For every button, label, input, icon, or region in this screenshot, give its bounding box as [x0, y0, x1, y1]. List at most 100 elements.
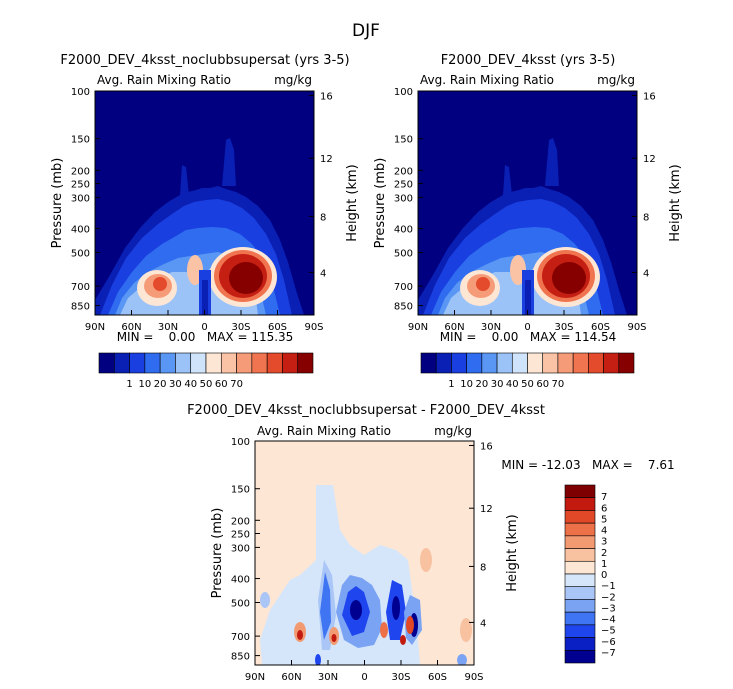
diff-colorbar-swatch [564, 637, 596, 651]
left-ytick-label: 250 [71, 180, 90, 191]
left-colorbar-swatch [266, 352, 283, 374]
diff-xtick-label: 90N [245, 672, 265, 683]
left-ytick-label: 500 [71, 249, 90, 260]
right-ytick-label: 100 [394, 87, 413, 98]
right-colorbar-swatch [481, 352, 498, 374]
diff-colorbar-swatch [564, 548, 596, 562]
right-xtick-label: 30N [481, 322, 501, 333]
right-xtick-label: 60N [444, 322, 464, 333]
left-colorbar-swatch [205, 352, 222, 374]
diff-colorbar-label: 2 [601, 548, 607, 559]
diff-colorbar-label: 3 [601, 537, 607, 548]
figure-title: DJF [352, 21, 380, 41]
left-colorbar-swatch [297, 352, 314, 374]
left-ytick-label: 700 [71, 282, 90, 293]
diff-colorbar-swatch [564, 560, 596, 575]
left-colorbar-swatch [282, 352, 299, 374]
right-colorbar-swatch [466, 352, 483, 374]
diff-xtick-label: 0 [361, 672, 367, 683]
right-colorbar-swatch [435, 352, 452, 374]
left-y2tick-label: 12 [320, 154, 333, 165]
diff-colorbar-label: −4 [601, 615, 616, 626]
diff-colorbar-swatch [564, 510, 596, 524]
left-colorbar-label: 20 [154, 379, 167, 390]
panel-left-variable: Avg. Rain Mixing Ratio [97, 73, 231, 87]
panel-right-ylabel: Pressure (mb) [373, 158, 388, 249]
diff-y2tick-label: 8 [480, 562, 486, 573]
diff-ytick-label: 700 [231, 632, 250, 643]
panel-right-heatmap [418, 91, 637, 315]
right-xtick-label: 30S [554, 322, 573, 333]
right-ytick-label: 150 [394, 135, 413, 146]
left-colorbar-label: 30 [169, 379, 182, 390]
right-ytick-label: 200 [394, 166, 413, 177]
right-xtick-label: 90S [627, 322, 646, 333]
right-colorbar-swatch [511, 352, 528, 374]
right-colorbar-swatch [572, 352, 589, 374]
left-colorbar-swatch [251, 352, 268, 374]
diff-ytick-label: 300 [231, 543, 250, 554]
diff-y2tick-label: 12 [480, 504, 493, 515]
panel-diff-stats: MIN = -12.03 MAX = 7.61 [501, 458, 674, 472]
panel-diff-units: mg/kg [434, 424, 472, 438]
panel-right-colorbar: 1 10 20 30 40 50 60 70 [420, 352, 635, 390]
diff-colorbar-label: 7 [601, 492, 607, 503]
panel-left-y2label: Height (km) [345, 164, 360, 241]
left-ytick-label: 850 [71, 302, 90, 313]
diff-colorbar-swatch [564, 484, 596, 499]
left-ytick-label: 150 [71, 135, 90, 146]
panel-right-units: mg/kg [597, 73, 635, 87]
left-colorbar-swatch [159, 352, 176, 374]
left-ytick-label: 100 [71, 87, 90, 98]
right-ytick-label: 500 [394, 249, 413, 260]
right-ytick-label: 400 [394, 225, 413, 236]
panel-diff-heatmap [255, 441, 474, 665]
panel-right-title: F2000_DEV_4ksst (yrs 3-5) [441, 53, 616, 68]
diff-xtick-label: 30S [391, 672, 410, 683]
diff-colorbar-label: −2 [601, 592, 616, 603]
diff-colorbar-label: 5 [601, 514, 607, 525]
diff-colorbar-label: −5 [601, 626, 616, 637]
panel-right: F2000_DEV_4ksst (yrs 3-5) Avg. Rain Mixi… [373, 53, 683, 390]
left-xtick-label: 90S [304, 322, 323, 333]
right-xtick-label: 0 [524, 322, 530, 333]
right-ytick-label: 300 [394, 193, 413, 204]
right-colorbar-label: 40 [506, 379, 519, 390]
diff-colorbar-label: −7 [601, 648, 616, 659]
panel-diff-y2label: Height (km) [505, 514, 520, 591]
diff-y2tick-label: 16 [480, 441, 493, 452]
diff-ytick-label: 500 [231, 599, 250, 610]
left-xtick-label: 30N [158, 322, 178, 333]
diff-colorbar-swatch [564, 573, 596, 588]
panel-diff-variable: Avg. Rain Mixing Ratio [257, 424, 391, 438]
left-ytick-label: 400 [71, 225, 90, 236]
diff-colorbar-swatch [564, 497, 596, 511]
left-ytick-label: 300 [71, 193, 90, 204]
right-ytick-label: 250 [394, 180, 413, 191]
left-xtick-label: 90N [85, 322, 105, 333]
right-xtick-label: 90N [408, 322, 428, 333]
right-colorbar-label: 50 [521, 379, 534, 390]
diff-colorbar-label: 0 [601, 570, 607, 581]
panel-right-variable: Avg. Rain Mixing Ratio [420, 73, 554, 87]
panel-right-stats: MIN = 0.00 MAX = 114.54 [440, 330, 617, 344]
panel-left: F2000_DEV_4ksst_noclubbsupersat (yrs 3-5… [50, 53, 360, 390]
left-colorbar-label: 70 [230, 379, 243, 390]
diff-xtick-label: 30N [318, 672, 338, 683]
diff-colorbar-swatch [564, 649, 596, 664]
diff-ytick-label: 100 [231, 437, 250, 448]
panel-left-title: F2000_DEV_4ksst_noclubbsupersat (yrs 3-5… [60, 53, 349, 68]
diff-ytick-label: 400 [231, 575, 250, 586]
left-y2tick-label: 4 [320, 268, 326, 279]
left-colorbar-label: 50 [200, 379, 213, 390]
right-colorbar-swatch [588, 352, 604, 374]
left-colorbar-swatch [236, 352, 253, 374]
diff-ytick-label: 150 [231, 485, 250, 496]
right-colorbar-label: 70 [552, 379, 565, 390]
left-xtick-label: 30S [231, 322, 250, 333]
panel-left-heatmap [95, 91, 314, 315]
left-colorbar-swatch [113, 352, 130, 374]
diff-colorbar-swatch [564, 599, 596, 613]
